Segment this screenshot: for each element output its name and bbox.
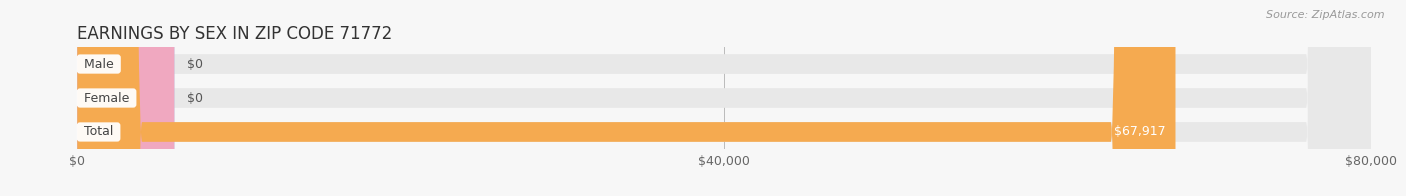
FancyBboxPatch shape <box>77 0 174 196</box>
FancyBboxPatch shape <box>77 0 1175 196</box>
Text: EARNINGS BY SEX IN ZIP CODE 71772: EARNINGS BY SEX IN ZIP CODE 71772 <box>77 25 392 43</box>
FancyBboxPatch shape <box>77 0 1371 196</box>
FancyBboxPatch shape <box>77 0 174 196</box>
Text: $0: $0 <box>187 58 204 71</box>
Text: Female: Female <box>80 92 134 104</box>
Text: Total: Total <box>80 125 117 138</box>
FancyBboxPatch shape <box>77 0 1371 196</box>
Text: $0: $0 <box>187 92 204 104</box>
Text: Source: ZipAtlas.com: Source: ZipAtlas.com <box>1267 10 1385 20</box>
Text: Male: Male <box>80 58 118 71</box>
Text: $67,917: $67,917 <box>1114 125 1166 138</box>
FancyBboxPatch shape <box>77 0 1371 196</box>
